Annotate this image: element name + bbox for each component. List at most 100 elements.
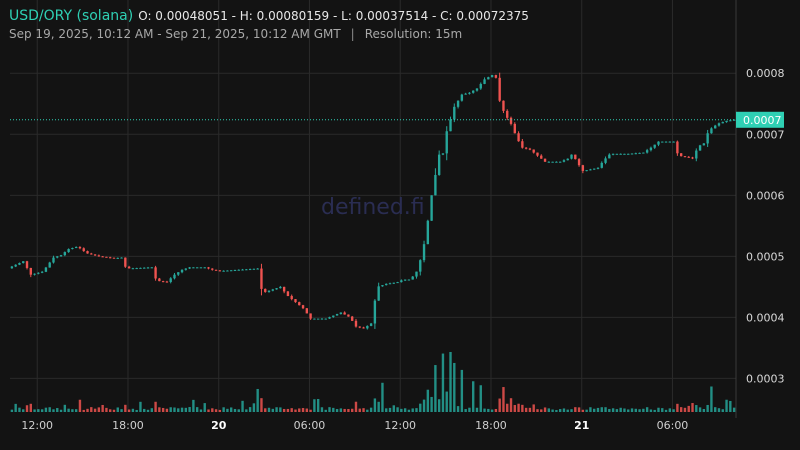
candle-body [52, 257, 55, 263]
watermark: defined.fi [321, 195, 425, 220]
volume-bar [351, 408, 354, 412]
volume-bar [120, 409, 123, 412]
candle-body [695, 150, 698, 159]
volume-bar [279, 407, 282, 412]
time-axis[interactable]: 12:00 18:00 20 06:00 12:00 18:00 21 06:00 [21, 419, 688, 432]
candle-body [248, 269, 252, 271]
volume-bar [63, 404, 67, 412]
candle-body [604, 158, 607, 163]
candle-body [173, 274, 176, 279]
volume-bar [48, 407, 51, 412]
volume-bar [388, 407, 392, 412]
candle-body [388, 283, 392, 285]
candle-body [464, 93, 467, 95]
candle-body [714, 125, 717, 129]
volume-bar [56, 408, 59, 412]
volume-bar [267, 407, 271, 412]
candle-body [131, 268, 135, 270]
candle-body [59, 255, 63, 257]
candle-body [267, 290, 271, 292]
title-line: USD/ORY (solana) O: 0.00048051 - H: 0.00… [9, 8, 529, 24]
chart-header: USD/ORY (solana) O: 0.00048051 - H: 0.00… [9, 8, 529, 41]
candle-body [521, 141, 524, 148]
candle-body [226, 270, 229, 272]
resolution-label[interactable]: Resolution: 15m [364, 27, 463, 41]
candle-body [589, 169, 592, 171]
volume-bar [230, 407, 233, 412]
volume-bar [332, 407, 335, 412]
volume-bar [309, 409, 312, 412]
volume-bar [392, 405, 395, 412]
volume-bar [343, 408, 346, 412]
candle-body [411, 276, 414, 280]
candle-body [630, 153, 634, 155]
pair-title[interactable]: USD/ORY (solana) [9, 8, 134, 24]
candle-body [279, 286, 282, 289]
candle-body [555, 161, 558, 163]
volume-bar [101, 404, 104, 412]
volume-bar [498, 398, 501, 412]
volume-bar [524, 407, 528, 412]
volume-bar [237, 409, 240, 412]
time-tick-label: 21 [574, 419, 589, 432]
volume-bar [82, 409, 85, 412]
candle-body [241, 269, 244, 271]
volume-bar [188, 407, 191, 412]
volume-bar [441, 353, 445, 412]
candle-body [407, 279, 411, 281]
volume-bar [562, 408, 566, 412]
price-tick-label: 0.0003 [746, 372, 785, 385]
candle-body [721, 122, 724, 124]
volume-bar [131, 408, 135, 412]
volume-bar [347, 409, 350, 412]
volume-bar [358, 408, 361, 412]
candle-body [127, 266, 131, 269]
candle-body [56, 256, 59, 258]
candle-body [10, 266, 14, 269]
candle-body [702, 143, 706, 146]
volume-bar [407, 409, 411, 412]
volume-bar [668, 408, 672, 412]
candle-body [369, 323, 373, 326]
volume-bar [464, 409, 467, 412]
candle-body [366, 325, 369, 329]
volume-bar [271, 408, 274, 412]
candle-body [426, 220, 430, 245]
volume-bar [581, 409, 585, 412]
candle-body [264, 288, 267, 292]
candle-body [649, 147, 653, 151]
volume-bar [449, 352, 452, 412]
volume-bar [286, 408, 290, 412]
volume-bar [679, 407, 683, 412]
candle-body [623, 153, 626, 155]
volume-bar [324, 409, 327, 412]
candle-body [165, 281, 169, 283]
volume-bar [18, 407, 21, 412]
volume-bar [127, 409, 131, 412]
volume-bar [256, 388, 259, 412]
candle-body [275, 288, 278, 290]
time-tick-label: 06:00 [294, 419, 326, 432]
candle-body [135, 268, 138, 270]
price-axis[interactable]: 0.0003 0.0004 0.0005 0.0006 0.0007 0.0008 [746, 67, 785, 385]
candle-body [192, 267, 195, 269]
volume-bar [483, 408, 486, 412]
volume-bar [116, 407, 119, 412]
grid [10, 0, 736, 412]
volume-bar [721, 409, 724, 412]
candle-body [642, 152, 645, 154]
volume-bar [192, 399, 195, 412]
volume-bar [475, 407, 479, 412]
candle-body [343, 312, 346, 315]
candle-body [422, 244, 426, 261]
candle-body [199, 267, 203, 269]
candle-body [437, 154, 441, 175]
volume-bar [593, 408, 596, 412]
volume-bar [316, 398, 320, 412]
candle-body [109, 257, 112, 259]
volume-bar [600, 407, 603, 412]
candle-body [664, 141, 668, 143]
candle-body [97, 255, 101, 257]
volume-bar [445, 391, 448, 412]
